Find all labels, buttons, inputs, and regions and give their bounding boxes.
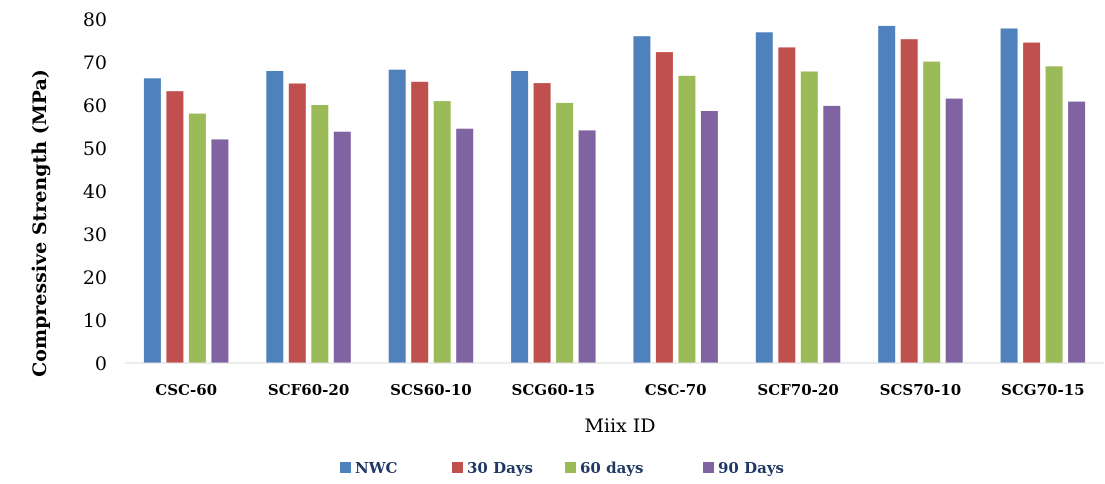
bar-nwc <box>878 25 896 364</box>
bars <box>143 25 1086 364</box>
bar-nwc <box>511 71 529 363</box>
x-category-label: SCG70-15 <box>1001 381 1085 399</box>
y-tick-label: 20 <box>83 267 107 289</box>
bar-30-days <box>778 47 796 364</box>
bar-60-days <box>188 113 206 363</box>
bar-90-days <box>700 111 718 363</box>
bar-90-days <box>211 139 229 363</box>
y-tick-label: 10 <box>83 310 107 332</box>
bar-90-days <box>456 128 474 363</box>
x-category-label: CSC-70 <box>645 381 707 399</box>
bar-30-days <box>533 83 551 363</box>
x-category-label: SCF70-20 <box>757 381 838 399</box>
bar-30-days <box>411 81 429 364</box>
bar-90-days <box>1068 101 1086 363</box>
legend-swatch <box>340 462 351 473</box>
x-axis-label: Miix ID <box>584 415 655 437</box>
bar-30-days <box>1023 42 1041 363</box>
x-axis-categories: CSC-60 SCF60-20 SCS60-10 SCG60-15 CSC-70 SCF7… <box>155 381 1084 399</box>
y-axis-label: Compressive Strength (MPa) <box>29 69 51 377</box>
legend: NWC 30 Days 60 days 90 Days <box>340 459 784 477</box>
y-tick-label: 70 <box>83 52 107 74</box>
y-tick-label: 50 <box>83 138 107 160</box>
bar-90-days <box>823 105 841 364</box>
bar-nwc <box>388 69 406 363</box>
bar-90-days <box>945 98 963 363</box>
legend-label: NWC <box>355 459 398 477</box>
bar-90-days <box>578 130 596 363</box>
x-category-label: SCG60-15 <box>512 381 596 399</box>
bar-nwc <box>266 71 284 363</box>
bar-nwc <box>633 36 651 363</box>
bar-60-days <box>923 61 941 363</box>
bar-nwc <box>143 78 161 364</box>
legend-swatch <box>565 462 576 473</box>
bar-30-days <box>166 91 184 363</box>
bar-30-days <box>655 52 673 363</box>
bar-60-days <box>556 102 574 364</box>
y-tick-label: 30 <box>83 224 107 246</box>
y-tick-label: 80 <box>83 9 107 31</box>
x-category-label: SCS70-10 <box>880 381 962 399</box>
bar-60-days <box>311 105 329 363</box>
x-category-label: SCF60-20 <box>268 381 349 399</box>
bar-30-days <box>900 39 918 363</box>
legend-label: 30 Days <box>467 459 533 477</box>
x-category-label: SCS60-10 <box>390 381 472 399</box>
bar-90-days <box>333 131 351 363</box>
x-category-label: CSC-60 <box>155 381 217 399</box>
bar-30-days <box>288 83 306 363</box>
y-tick-label: 40 <box>83 181 107 203</box>
bar-nwc <box>1000 28 1018 363</box>
y-tick-label: 0 <box>95 353 107 375</box>
bar-nwc <box>755 32 773 364</box>
y-axis-ticks: 0 10 20 30 40 50 60 70 80 <box>83 9 107 375</box>
legend-label: 60 days <box>580 459 643 477</box>
bar-60-days <box>433 101 451 363</box>
bar-60-days <box>800 71 818 363</box>
legend-label: 90 Days <box>718 459 784 477</box>
legend-swatch <box>703 462 714 473</box>
bar-60-days <box>678 75 696 364</box>
legend-swatch <box>452 462 463 473</box>
bar-60-days <box>1045 66 1063 364</box>
y-tick-label: 60 <box>83 95 107 117</box>
